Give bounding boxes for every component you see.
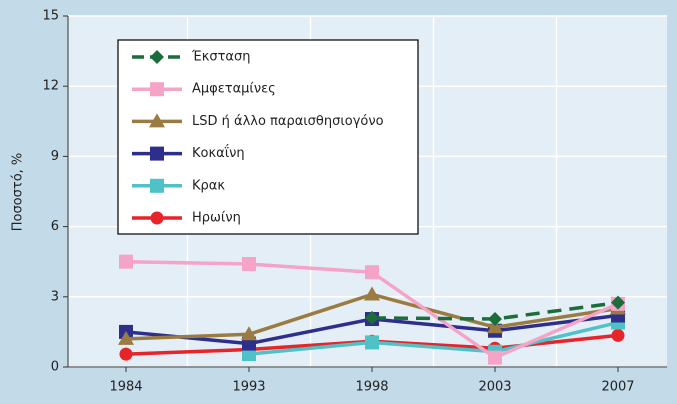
marker <box>611 295 625 310</box>
y-tick-label: 9 <box>51 149 59 164</box>
y-tick-label: 0 <box>51 360 59 375</box>
x-tick-label: 2007 <box>601 380 634 395</box>
marker <box>365 335 379 350</box>
legend-marker <box>150 211 164 225</box>
marker <box>611 328 625 342</box>
x-tick-label: 1993 <box>232 380 265 395</box>
legend-label: Ηρωίνη <box>192 211 241 226</box>
x-tick-label: 1998 <box>355 380 388 395</box>
legend-label: Κοκαΐνη <box>192 145 245 161</box>
legend-marker <box>150 178 164 193</box>
marker <box>241 326 257 341</box>
legend-label: LSD ή άλλο παραισθησιογόνο <box>192 114 384 129</box>
marker <box>119 254 133 269</box>
series-line <box>248 320 619 356</box>
y-tick-label: 6 <box>51 219 59 234</box>
marker <box>488 312 502 327</box>
marker <box>488 350 502 365</box>
x-tick-label: 2003 <box>478 380 511 395</box>
marker <box>118 330 134 345</box>
x-tick-label: 1984 <box>109 380 142 395</box>
legend-marker <box>150 146 164 161</box>
y-tick-label: 15 <box>42 9 59 24</box>
legend-marker <box>150 82 164 97</box>
legend-label: Αμφεταμίνες <box>192 82 276 97</box>
legend-label: Κρακ <box>192 178 225 193</box>
marker <box>365 310 379 325</box>
marker <box>119 347 133 361</box>
legend <box>117 39 419 235</box>
y-tick-label: 12 <box>42 79 59 94</box>
legend-marker <box>149 113 165 128</box>
y-axis-label: Ποσοστό, % <box>11 153 26 232</box>
legend-marker <box>150 50 164 64</box>
marker <box>487 319 503 334</box>
marker <box>242 257 256 272</box>
marker <box>242 347 256 362</box>
marker <box>365 265 379 280</box>
legend-label: Έκσταση <box>191 50 250 65</box>
y-tick-label: 3 <box>51 289 59 304</box>
marker <box>364 286 380 301</box>
